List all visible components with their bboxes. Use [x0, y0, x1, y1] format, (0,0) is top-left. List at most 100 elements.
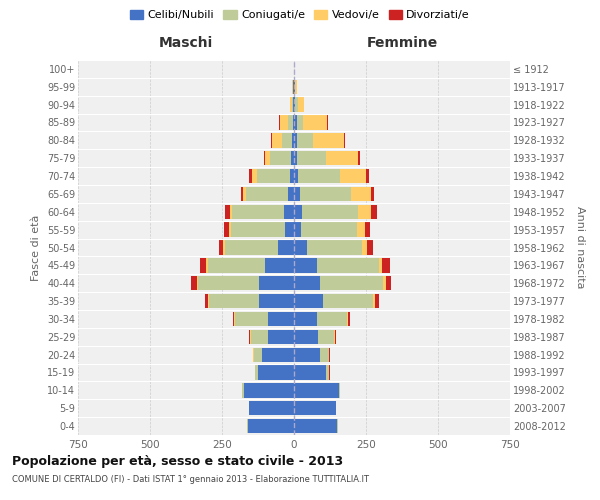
Y-axis label: Fasce di età: Fasce di età — [31, 214, 41, 280]
Bar — [371, 204, 377, 219]
Bar — [197, 276, 259, 290]
Bar — [317, 258, 379, 272]
Bar — [244, 383, 294, 398]
Bar — [319, 330, 334, 344]
Bar — [291, 151, 294, 166]
Bar — [290, 169, 294, 183]
Bar — [280, 116, 288, 130]
Bar — [358, 151, 360, 166]
Bar — [268, 330, 294, 344]
Bar — [206, 258, 208, 272]
Bar — [254, 348, 262, 362]
Bar — [233, 312, 235, 326]
Bar — [365, 222, 370, 237]
Bar — [251, 330, 268, 344]
Bar — [294, 348, 320, 362]
Bar — [373, 294, 374, 308]
Bar — [264, 151, 265, 166]
Bar — [241, 187, 243, 201]
Bar — [272, 133, 281, 148]
Bar — [191, 276, 197, 290]
Bar — [348, 312, 350, 326]
Legend: Celibi/Nubili, Coniugati/e, Vedovi/e, Divorziati/e: Celibi/Nubili, Coniugati/e, Vedovi/e, Di… — [125, 6, 475, 25]
Bar — [302, 116, 327, 130]
Bar — [209, 294, 259, 308]
Bar — [294, 133, 297, 148]
Bar — [223, 240, 225, 254]
Bar — [313, 133, 344, 148]
Bar — [252, 169, 257, 183]
Bar — [225, 240, 278, 254]
Bar — [294, 169, 298, 183]
Bar — [294, 294, 323, 308]
Bar — [294, 330, 319, 344]
Bar — [358, 204, 371, 219]
Bar — [293, 98, 294, 112]
Text: Popolazione per età, sesso e stato civile - 2013: Popolazione per età, sesso e stato civil… — [12, 455, 343, 468]
Bar — [295, 98, 298, 112]
Bar — [294, 366, 326, 380]
Bar — [219, 240, 223, 254]
Bar — [294, 401, 336, 415]
Bar — [382, 258, 389, 272]
Bar — [259, 276, 294, 290]
Bar — [294, 276, 320, 290]
Y-axis label: Anni di nascita: Anni di nascita — [575, 206, 585, 289]
Bar — [379, 258, 382, 272]
Bar — [258, 366, 294, 380]
Bar — [281, 133, 292, 148]
Bar — [246, 187, 287, 201]
Bar — [294, 98, 295, 112]
Bar — [297, 133, 313, 148]
Bar — [320, 276, 383, 290]
Bar — [351, 187, 371, 201]
Text: Maschi: Maschi — [159, 36, 213, 50]
Bar — [208, 258, 265, 272]
Bar — [268, 312, 294, 326]
Bar — [230, 222, 286, 237]
Bar — [230, 204, 232, 219]
Bar — [278, 240, 294, 254]
Bar — [205, 294, 208, 308]
Bar — [287, 187, 294, 201]
Bar — [297, 116, 302, 130]
Bar — [262, 348, 294, 362]
Bar — [293, 116, 294, 130]
Bar — [347, 312, 348, 326]
Bar — [323, 294, 373, 308]
Text: COMUNE DI CERTALDO (FI) - Dati ISTAT 1° gennaio 2013 - Elaborazione TUTTITALIA.I: COMUNE DI CERTALDO (FI) - Dati ISTAT 1° … — [12, 475, 369, 484]
Bar — [255, 366, 258, 380]
Bar — [250, 169, 252, 183]
Bar — [294, 258, 317, 272]
Bar — [290, 98, 292, 112]
Bar — [386, 276, 391, 290]
Bar — [250, 401, 294, 415]
Bar — [229, 222, 230, 237]
Bar — [286, 222, 294, 237]
Bar — [294, 312, 317, 326]
Bar — [301, 222, 358, 237]
Bar — [259, 294, 294, 308]
Bar — [294, 116, 297, 130]
Bar — [292, 98, 293, 112]
Bar — [338, 383, 340, 398]
Bar — [340, 169, 366, 183]
Bar — [298, 98, 304, 112]
Bar — [294, 151, 298, 166]
Bar — [265, 151, 269, 166]
Bar — [288, 116, 293, 130]
Bar — [232, 204, 284, 219]
Bar — [298, 151, 326, 166]
Bar — [335, 330, 336, 344]
Bar — [307, 240, 362, 254]
Bar — [358, 222, 365, 237]
Bar — [326, 151, 358, 166]
Bar — [224, 204, 230, 219]
Bar — [242, 383, 244, 398]
Bar — [294, 240, 307, 254]
Bar — [292, 133, 294, 148]
Bar — [317, 312, 347, 326]
Bar — [294, 222, 301, 237]
Bar — [200, 258, 206, 272]
Bar — [367, 240, 373, 254]
